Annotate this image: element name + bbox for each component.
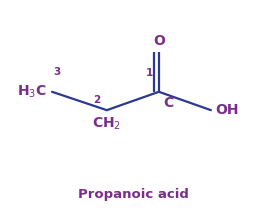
Text: 2: 2 bbox=[93, 95, 100, 105]
Text: 1: 1 bbox=[146, 68, 153, 78]
Text: CH$_2$: CH$_2$ bbox=[92, 116, 121, 132]
Text: C: C bbox=[163, 96, 173, 110]
Text: 3: 3 bbox=[54, 67, 61, 77]
Text: H$_3$C: H$_3$C bbox=[17, 84, 47, 100]
Text: OH: OH bbox=[216, 103, 239, 117]
Text: O: O bbox=[153, 33, 165, 48]
Text: Propanoic acid: Propanoic acid bbox=[78, 188, 189, 201]
